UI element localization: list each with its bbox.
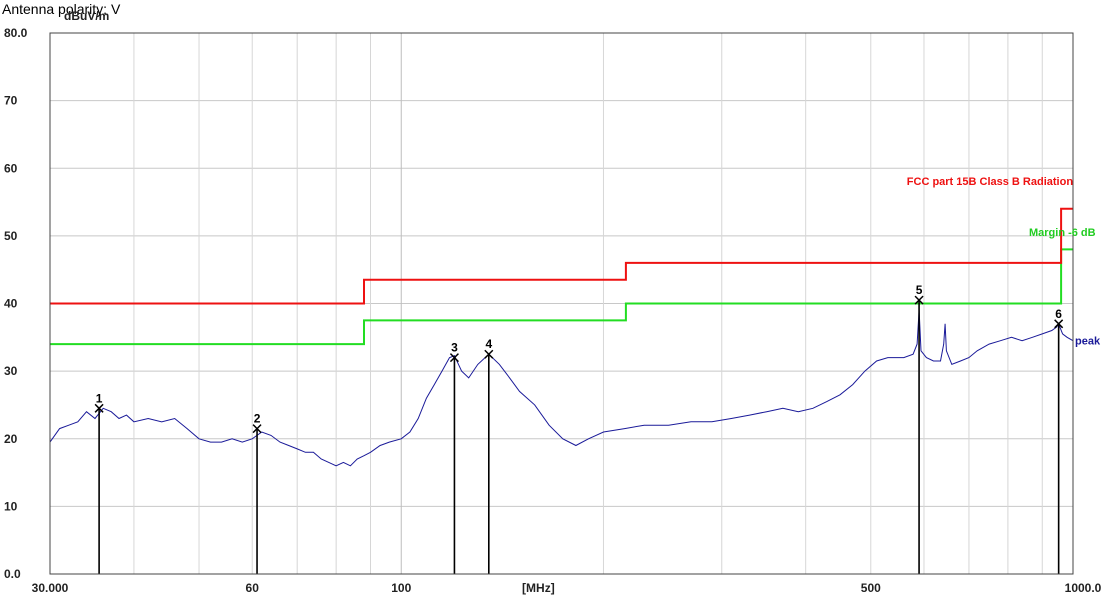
limit-line: [50, 207, 1073, 305]
x-tick-label: 30.000: [32, 581, 69, 595]
marker-label: 3: [451, 341, 458, 355]
y-tick-label: 60: [4, 161, 18, 175]
header-text: Antenna polarity: V: [2, 1, 121, 17]
series-line-peak: [49, 310, 1074, 467]
marker-label: 4: [485, 337, 492, 351]
marker-cross: [1054, 319, 1064, 329]
y-axis-label: dBuV/m: [64, 9, 109, 23]
marker-cross: [914, 295, 924, 305]
series-layer: [49, 310, 1074, 467]
marker-label: 1: [96, 391, 103, 405]
y-tick-label: 80.0: [4, 26, 28, 40]
plot-frame: [49, 32, 1074, 575]
marker-1: 1: [94, 391, 104, 413]
marker-label: 6: [1055, 307, 1062, 321]
margin-line-label: Margin -6 dB: [1029, 227, 1096, 239]
marker-cross: [94, 403, 104, 413]
marker-2: 2: [252, 412, 262, 434]
y-tick-labels: 80.0 70 60 50 40 30 20 10 0.0: [4, 26, 28, 581]
series-label-peak: peak: [1075, 336, 1101, 348]
marker-6: 6: [1054, 307, 1064, 329]
x-tick-label: 1000.0: [1065, 581, 1102, 595]
marker-cross: [484, 349, 494, 359]
x-tick-label: 60: [246, 581, 260, 595]
x-tick-label: [MHz]: [522, 581, 555, 595]
y-tick-label: 10: [4, 499, 18, 513]
marker-4: 4: [484, 337, 494, 359]
limit-line-label: FCC part 15B Class B Radiation: [907, 176, 1074, 188]
x-tick-label: 100: [391, 581, 411, 595]
y-tick-label: 50: [4, 229, 18, 243]
marker-label: 5: [916, 283, 923, 297]
marker-5: 5: [914, 283, 924, 305]
y-tick-label: 70: [4, 94, 18, 108]
y-tick-label: 0.0: [4, 567, 21, 581]
y-tick-label: 40: [4, 297, 18, 311]
marker-cross: [252, 424, 262, 434]
x-tick-labels: 30.000 60 100 [MHz] 500 1000.0: [32, 581, 1102, 595]
y-tick-label: 30: [4, 364, 18, 378]
markers: 1 2 3 4 5 6: [94, 283, 1064, 574]
marker-3: 3: [449, 341, 459, 363]
y-tick-label: 20: [4, 432, 18, 446]
marker-cross: [449, 353, 459, 363]
marker-label: 2: [254, 412, 261, 426]
x-tick-label: 500: [861, 581, 881, 595]
limit-lines: [50, 207, 1073, 346]
